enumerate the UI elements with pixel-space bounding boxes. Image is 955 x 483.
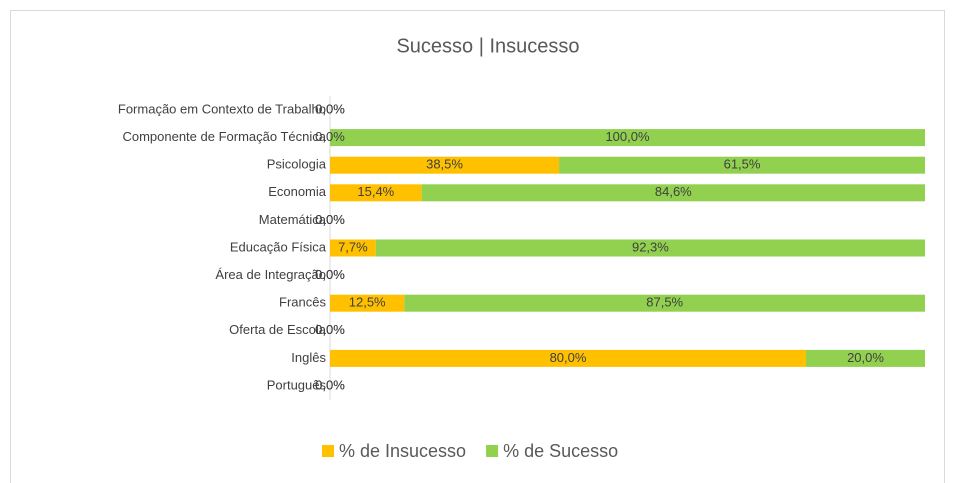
y-tick-label: Francês xyxy=(279,295,326,310)
bar-segment xyxy=(404,294,925,312)
data-label: 0,0% xyxy=(315,101,345,116)
data-label: 15,4% xyxy=(357,184,394,199)
legend-swatch xyxy=(486,445,499,457)
y-tick-label: Oferta de Escola xyxy=(229,322,327,337)
bar-segment xyxy=(375,239,925,257)
bar-segment xyxy=(330,239,376,257)
y-tick-label: Inglês xyxy=(291,350,326,365)
y-tick-label: Matemática xyxy=(259,212,327,227)
data-label: 38,5% xyxy=(426,157,463,172)
y-tick-label: Português xyxy=(267,377,327,392)
bar-segment xyxy=(330,184,422,202)
legend-label: % de Sucesso xyxy=(503,441,618,461)
data-label: 20,0% xyxy=(847,350,884,365)
legend-swatch xyxy=(322,445,334,457)
y-tick-label: Economia xyxy=(268,184,327,199)
data-label: 0,0% xyxy=(315,377,345,392)
bar-segment xyxy=(330,156,560,174)
chart-title: Sucesso | Insucesso xyxy=(396,35,579,57)
data-label: 12,5% xyxy=(349,295,386,310)
y-tick-label: Área de Integração xyxy=(215,267,326,282)
data-label: 0,0% xyxy=(315,212,345,227)
y-tick-label: Educação Física xyxy=(230,239,327,254)
data-label: 7,7% xyxy=(338,239,368,254)
data-label: 0,0% xyxy=(315,322,345,337)
data-label: 0,0% xyxy=(315,377,345,392)
bar-segment xyxy=(806,349,925,367)
data-label: 0,0% xyxy=(315,129,345,144)
data-label: 80,0% xyxy=(550,350,587,365)
data-label: 87,5% xyxy=(646,295,683,310)
data-label: 0,0% xyxy=(315,212,345,227)
bar-segment xyxy=(330,349,806,367)
data-label: 0,0% xyxy=(315,267,345,282)
y-tick-label: Componente de Formação Técnica xyxy=(122,129,326,144)
data-label: 0,0% xyxy=(315,267,345,282)
data-label: 84,6% xyxy=(655,184,692,199)
y-tick-label: Formação em Contexto de Trabalho xyxy=(118,101,326,116)
legend-label: % de Insucesso xyxy=(339,441,466,461)
data-label: 92,3% xyxy=(632,239,669,254)
y-tick-label: Psicologia xyxy=(267,157,327,172)
bar-segment xyxy=(559,156,925,174)
bar-segment xyxy=(330,129,925,147)
data-label: 61,5% xyxy=(724,157,761,172)
data-label: 0,0% xyxy=(315,322,345,337)
bar-segment xyxy=(330,294,405,312)
data-label: 0,0% xyxy=(315,101,345,116)
data-label: 100,0% xyxy=(605,129,650,144)
bar-segment xyxy=(421,184,925,202)
